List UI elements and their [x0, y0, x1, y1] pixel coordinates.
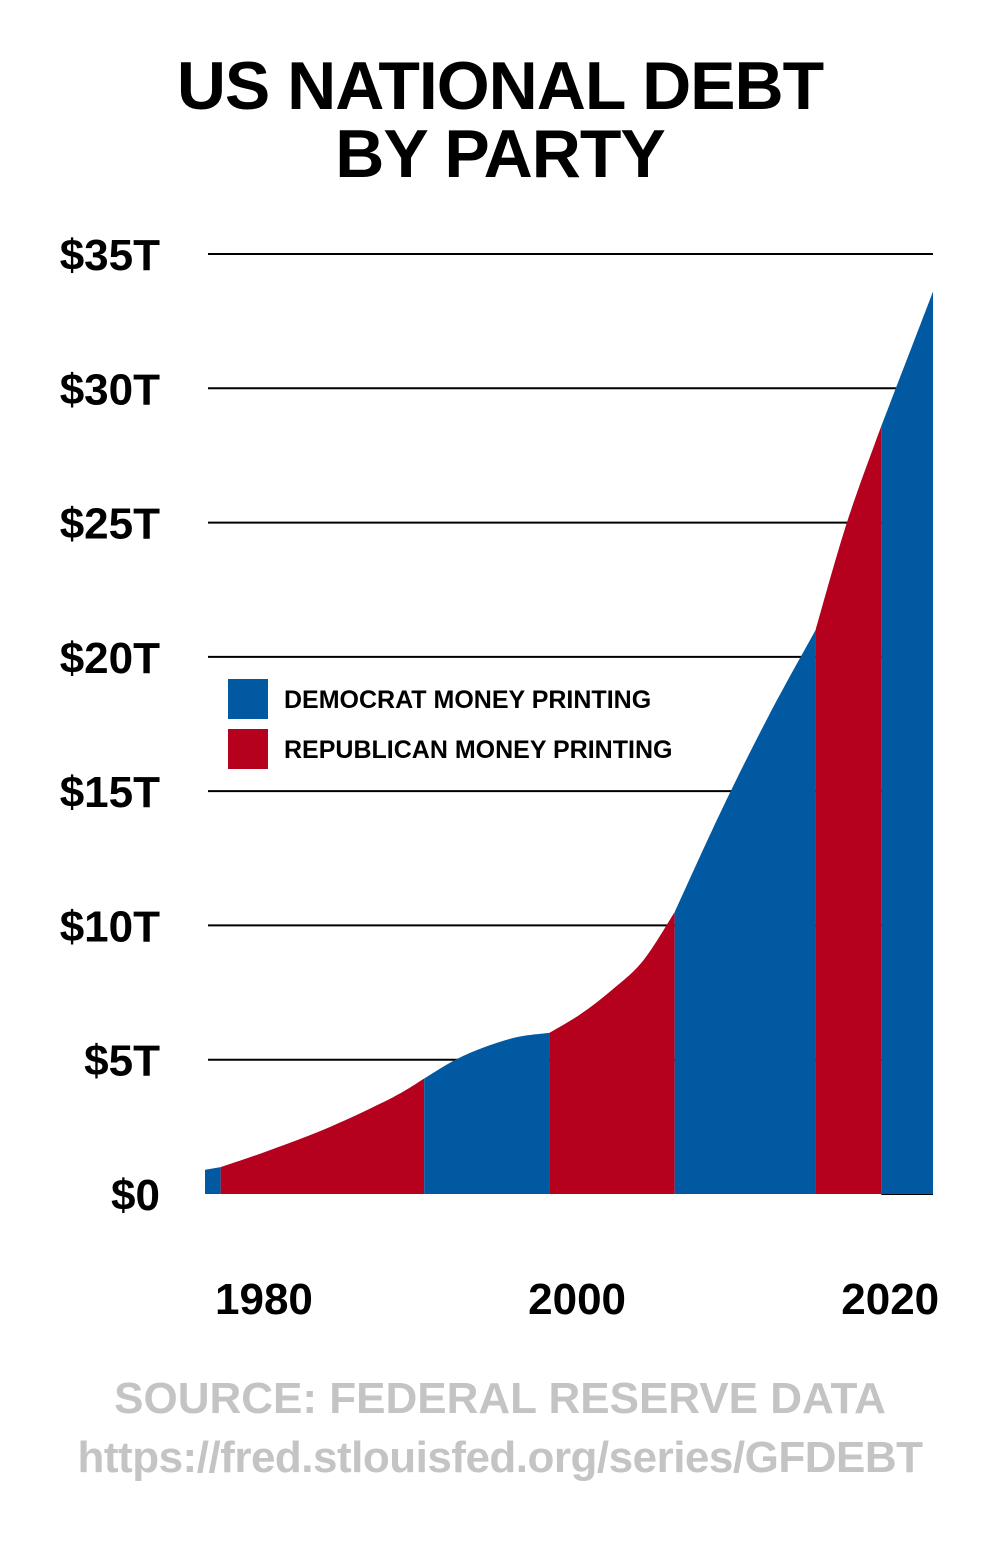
legend-swatch-republican — [228, 729, 268, 769]
area-segment-1-republican — [220, 1078, 425, 1194]
x-tick-label-0: 1980 — [215, 1275, 313, 1324]
area-segment-6-democrat — [881, 291, 933, 1195]
chart-title-line-1: US NATIONAL DEBT — [176, 48, 824, 124]
debt-area — [205, 291, 933, 1195]
chart-title: US NATIONAL DEBT BY PARTY — [0, 52, 1000, 188]
legend-label-democrat: DEMOCRAT MONEY PRINTING — [284, 686, 651, 714]
y-tick-label-4: $20T — [60, 634, 160, 683]
y-tick-label-0: $0 — [111, 1171, 160, 1220]
y-tick-label-1: $5T — [84, 1037, 160, 1086]
y-tick-label-2: $10T — [60, 902, 160, 951]
area-segment-3-republican — [549, 912, 675, 1194]
y-tick-label-3: $15T — [60, 768, 160, 817]
source-line: SOURCE: FEDERAL RESERVE DATA — [114, 1374, 886, 1423]
y-tick-label-6: $30T — [60, 365, 160, 414]
area-segment-0-democrat — [205, 1167, 221, 1194]
legend-swatch-democrat — [228, 679, 268, 719]
x-tick-label-2: 2020 — [841, 1275, 939, 1324]
y-tick-label-7: $35T — [60, 231, 160, 280]
legend-label-republican: REPUBLICAN MONEY PRINTING — [284, 736, 672, 764]
source-url: https://fred.stlouisfed.org/series/GFDEB… — [77, 1433, 923, 1482]
area-segment-2-democrat — [424, 1032, 550, 1194]
axes: $0 $5T $10T $15T $20T $25T $30T $35T 1980 2000 202… — [60, 231, 939, 1324]
x-tick-label-1: 2000 — [528, 1275, 626, 1324]
area-segment-4-democrat — [674, 630, 816, 1194]
area-segment-5-republican — [815, 425, 882, 1194]
y-tick-label-5: $25T — [60, 500, 160, 549]
legend: DEMOCRAT MONEY PRINTING REPUBLICAN MONEY … — [228, 679, 672, 769]
chart-title-line-2: BY PARTY — [335, 116, 666, 192]
